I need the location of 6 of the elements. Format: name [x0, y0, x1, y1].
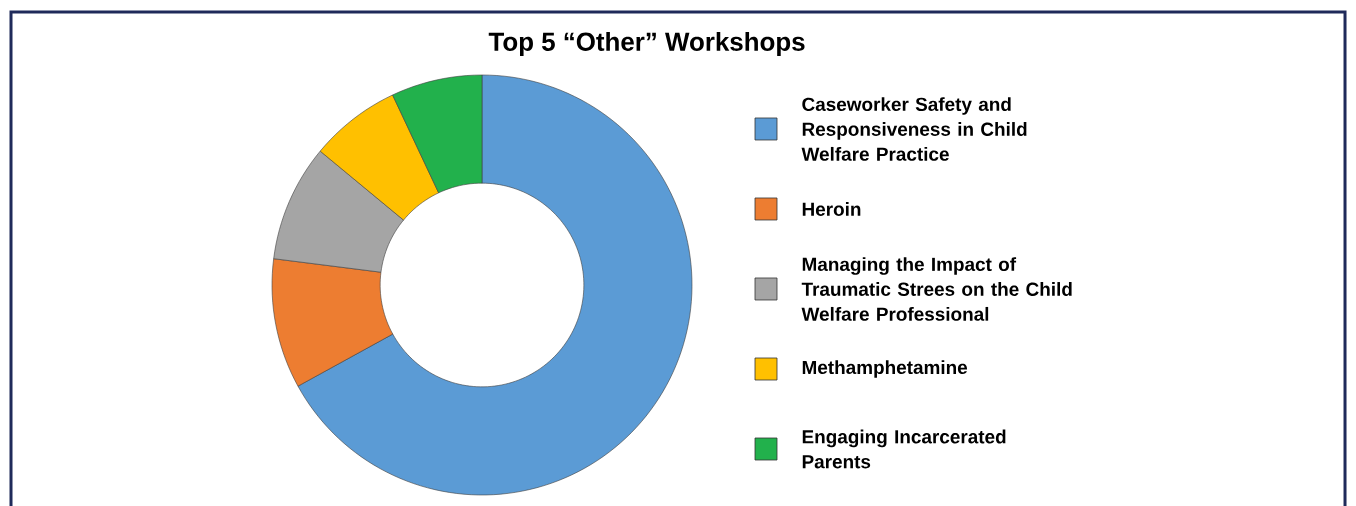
- chart-title: Top 5 “Other” Workshops: [488, 31, 805, 57]
- legend-label: Managing the Impact of Traumatic Strees on the Child Welfare Professional: [801, 257, 1072, 321]
- legend-label: Heroin: [802, 202, 861, 216]
- legend-label: Caseworker Safety and Responsiveness in Child Welfare Practice: [801, 97, 1027, 161]
- legend-label: Methamphetamine: [802, 360, 968, 378]
- legend-label: Engaging Incarcerated Parents: [802, 429, 1006, 469]
